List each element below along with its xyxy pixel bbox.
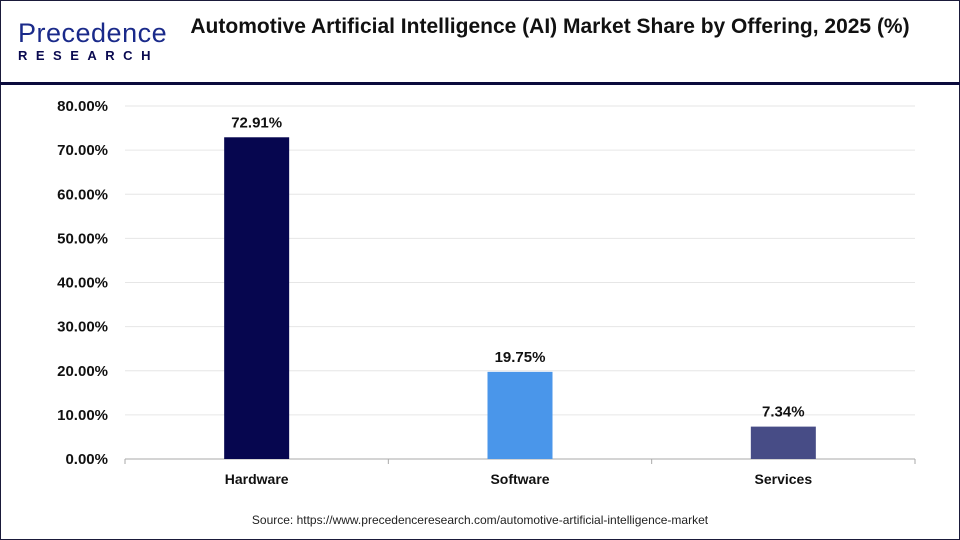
data-label: 7.34% [762,404,805,421]
y-tick-label: 60.00% [57,186,108,203]
y-tick-label: 70.00% [57,142,108,159]
chart-title: Automotive Artificial Intelligence (AI) … [190,15,910,38]
y-tick-label: 0.00% [65,451,108,468]
y-tick-label: 10.00% [57,407,108,424]
x-tick-label: Hardware [225,471,289,487]
precedence-research-logo: Precedence RESEARCH [18,18,168,64]
data-label: 72.91% [231,114,282,131]
source-note: Source: https://www.precedenceresearch.c… [251,513,709,527]
x-tick-label: Software [490,471,549,487]
x-tick-label: Services [755,471,813,487]
y-tick-label: 40.00% [57,275,108,292]
bar-services [750,426,816,459]
data-label: 19.75% [495,349,546,366]
y-tick-label: 80.00% [57,98,108,115]
bar-software [487,371,553,459]
y-tick-label: 30.00% [57,319,108,336]
bar-hardware [224,137,290,460]
header: Precedence RESEARCH Automotive Artificia… [0,0,960,85]
y-tick-label: 20.00% [57,363,108,380]
logo-line2: RESEARCH [18,48,159,63]
logo-line1: Precedence [18,18,168,48]
y-tick-label: 50.00% [57,230,108,247]
